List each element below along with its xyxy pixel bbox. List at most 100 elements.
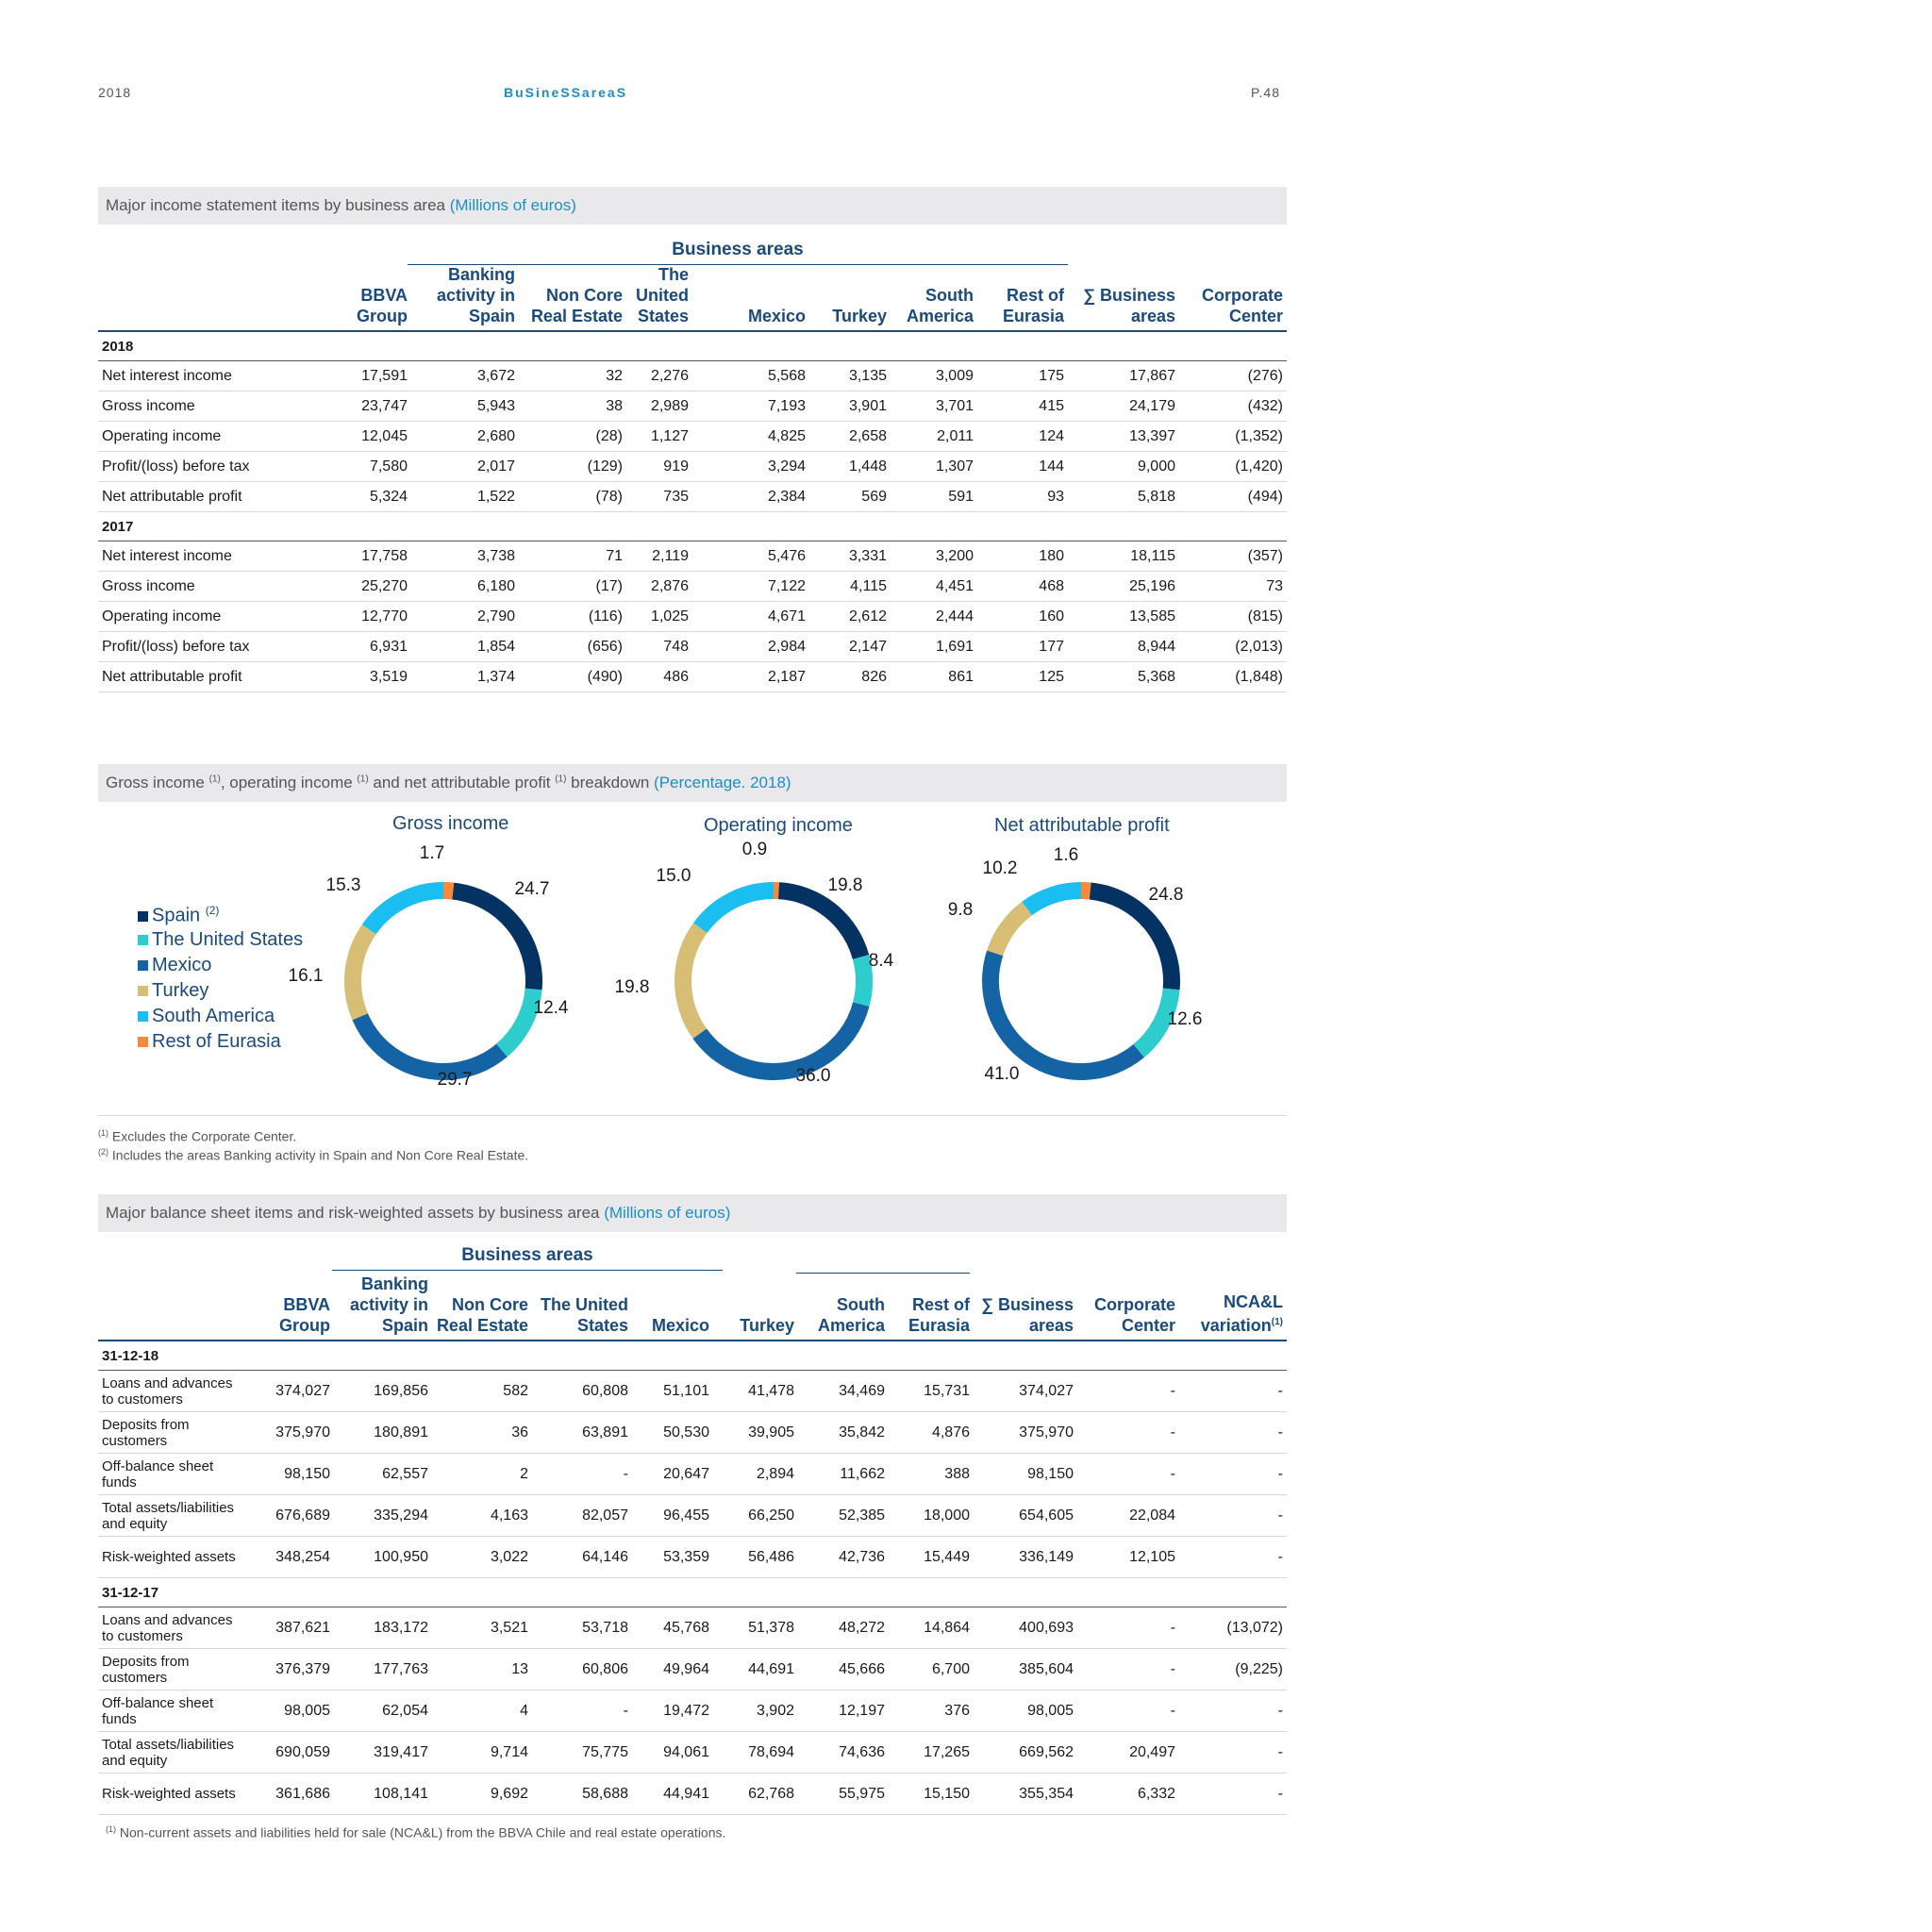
table-cell: 3,009 xyxy=(891,360,977,391)
table-cell: 144 xyxy=(977,451,1068,482)
table-cell: 2,876 xyxy=(626,571,692,602)
breakdown-title-part: Gross income xyxy=(106,774,209,791)
donut-data-label: 24.7 xyxy=(515,879,550,899)
table-cell: 4 xyxy=(432,1690,532,1732)
table-cell: 98,150 xyxy=(249,1453,334,1495)
table-cell: 582 xyxy=(432,1370,532,1412)
table-cell: 748 xyxy=(626,631,692,662)
table-cell: 5,818 xyxy=(1068,481,1179,512)
table-cell: 12,770 xyxy=(304,601,411,632)
table-cell: 5,943 xyxy=(411,391,519,422)
table-cell: 2,658 xyxy=(809,421,891,452)
donut-slice xyxy=(452,882,542,991)
table-cell: 45,768 xyxy=(632,1607,713,1649)
table-cell: 56,486 xyxy=(713,1536,798,1578)
donut-data-label: 36.0 xyxy=(796,1066,831,1086)
table-cell: (494) xyxy=(1179,481,1287,512)
header-page: P.48 xyxy=(1251,85,1280,100)
table-cell: 98,005 xyxy=(249,1690,334,1732)
table-cell: (1,848) xyxy=(1179,661,1287,692)
income-col-header: Turkey xyxy=(809,264,891,332)
row-label: Operating income xyxy=(98,421,304,452)
row-label: Gross income xyxy=(98,391,304,422)
table-row: Risk-weighted assets 348,254 100,950 3,022 6… xyxy=(98,1536,1287,1578)
breakdown-unit: (Percentage. 2018) xyxy=(654,774,791,791)
income-title: Major income statement items by business… xyxy=(106,196,450,214)
table-cell: 19,472 xyxy=(632,1690,713,1732)
legend-label: Spain xyxy=(152,905,206,926)
table-cell: 3,022 xyxy=(432,1536,532,1578)
table-cell: 3,901 xyxy=(809,391,891,422)
donut-data-label: 19.8 xyxy=(615,977,650,997)
table-cell: 13,397 xyxy=(1068,421,1179,452)
table-row: Deposits from customers 376,379 177,763 13 6… xyxy=(98,1648,1287,1690)
table-cell: 4,876 xyxy=(889,1411,974,1454)
table-row: Loans and advances to customers 387,621 18… xyxy=(98,1607,1287,1649)
table-cell: 415 xyxy=(977,391,1068,422)
row-label: Off-balance sheet funds xyxy=(98,1453,249,1495)
table-cell: 20,497 xyxy=(1077,1731,1179,1774)
table-cell: 62,768 xyxy=(713,1773,798,1815)
donut-data-label: 24.8 xyxy=(1149,885,1184,905)
row-label: Net attributable profit xyxy=(98,481,304,512)
table-cell: 94,061 xyxy=(632,1731,713,1774)
table-cell: 25,196 xyxy=(1068,571,1179,602)
balance-table: BBVA Group Banking activity in Spain Non C… xyxy=(98,1274,1287,1815)
income-title-bar: Major income statement items by business… xyxy=(98,187,1287,225)
balance-col-header: Mexico xyxy=(632,1274,713,1341)
donut-data-label: 8.4 xyxy=(869,951,894,971)
income-table: BBVA Group Banking activity in Spain Non C… xyxy=(98,264,1287,692)
balance-col-header: Turkey xyxy=(713,1274,798,1341)
breakdown-title-part: breakdown xyxy=(566,774,655,791)
table-cell: 39,905 xyxy=(713,1411,798,1454)
table-cell: 177,763 xyxy=(334,1648,432,1690)
row-label: Deposits from customers xyxy=(98,1648,249,1690)
table-cell: (78) xyxy=(519,481,626,512)
table-cell: - xyxy=(1077,1607,1179,1649)
table-cell: 2,790 xyxy=(411,601,519,632)
donut-slice xyxy=(495,988,542,1058)
income-col-header: BBVA Group xyxy=(304,264,411,332)
balance-col-header: The United States xyxy=(532,1274,632,1341)
table-cell: 669,562 xyxy=(974,1731,1077,1774)
table-cell: 336,149 xyxy=(974,1536,1077,1578)
donut-data-label: 10.2 xyxy=(983,858,1018,878)
donut-slice xyxy=(344,924,376,1021)
legend-swatch xyxy=(138,986,148,996)
table-cell: - xyxy=(1179,1536,1287,1578)
income-col-header: The United States xyxy=(626,264,692,332)
table-cell: 45,666 xyxy=(798,1648,889,1690)
table-cell: 58,688 xyxy=(532,1773,632,1815)
table-row: Off-balance sheet funds 98,150 62,557 2-20,… xyxy=(98,1453,1287,1495)
balance-section-year: 31-12-18 xyxy=(98,1341,1287,1371)
donut-slice xyxy=(675,923,708,1039)
income-section-year: 2017 xyxy=(98,511,1287,541)
balance-col-header: ∑ Business areas xyxy=(974,1274,1077,1341)
table-cell: 735 xyxy=(626,481,692,512)
table-cell: - xyxy=(1179,1453,1287,1495)
donut-slice xyxy=(852,955,873,1007)
legend-item: Mexico xyxy=(138,955,211,976)
table-cell: - xyxy=(1179,1773,1287,1815)
row-label: Loans and advances to customers xyxy=(98,1607,249,1649)
table-cell: 3,521 xyxy=(432,1607,532,1649)
table-cell: 17,265 xyxy=(889,1731,974,1774)
table-row: Off-balance sheet funds 98,005 62,054 4-19,… xyxy=(98,1690,1287,1732)
table-cell: 20,647 xyxy=(632,1453,713,1495)
table-cell: 690,059 xyxy=(249,1731,334,1774)
row-label: Total assets/liabilities and equity xyxy=(98,1731,249,1774)
balance-col-header: South America xyxy=(798,1274,889,1341)
table-cell: 36 xyxy=(432,1411,532,1454)
table-cell: 1,307 xyxy=(891,451,977,482)
table-row: Total assets/liabilities and equity 690,0… xyxy=(98,1731,1287,1774)
legend-item: The United States xyxy=(138,929,303,951)
row-label: Net attributable profit xyxy=(98,661,304,692)
table-cell: 160 xyxy=(977,601,1068,632)
table-cell: 5,324 xyxy=(304,481,411,512)
table-row: Total assets/liabilities and equity 676,6… xyxy=(98,1494,1287,1537)
table-cell: 183,172 xyxy=(334,1607,432,1649)
table-cell: (2,013) xyxy=(1179,631,1287,662)
table-cell: 53,359 xyxy=(632,1536,713,1578)
table-cell: 34,469 xyxy=(798,1370,889,1412)
table-row: Gross income 23,747 5,943 38 2,989 7,193 3,901… xyxy=(98,391,1287,422)
